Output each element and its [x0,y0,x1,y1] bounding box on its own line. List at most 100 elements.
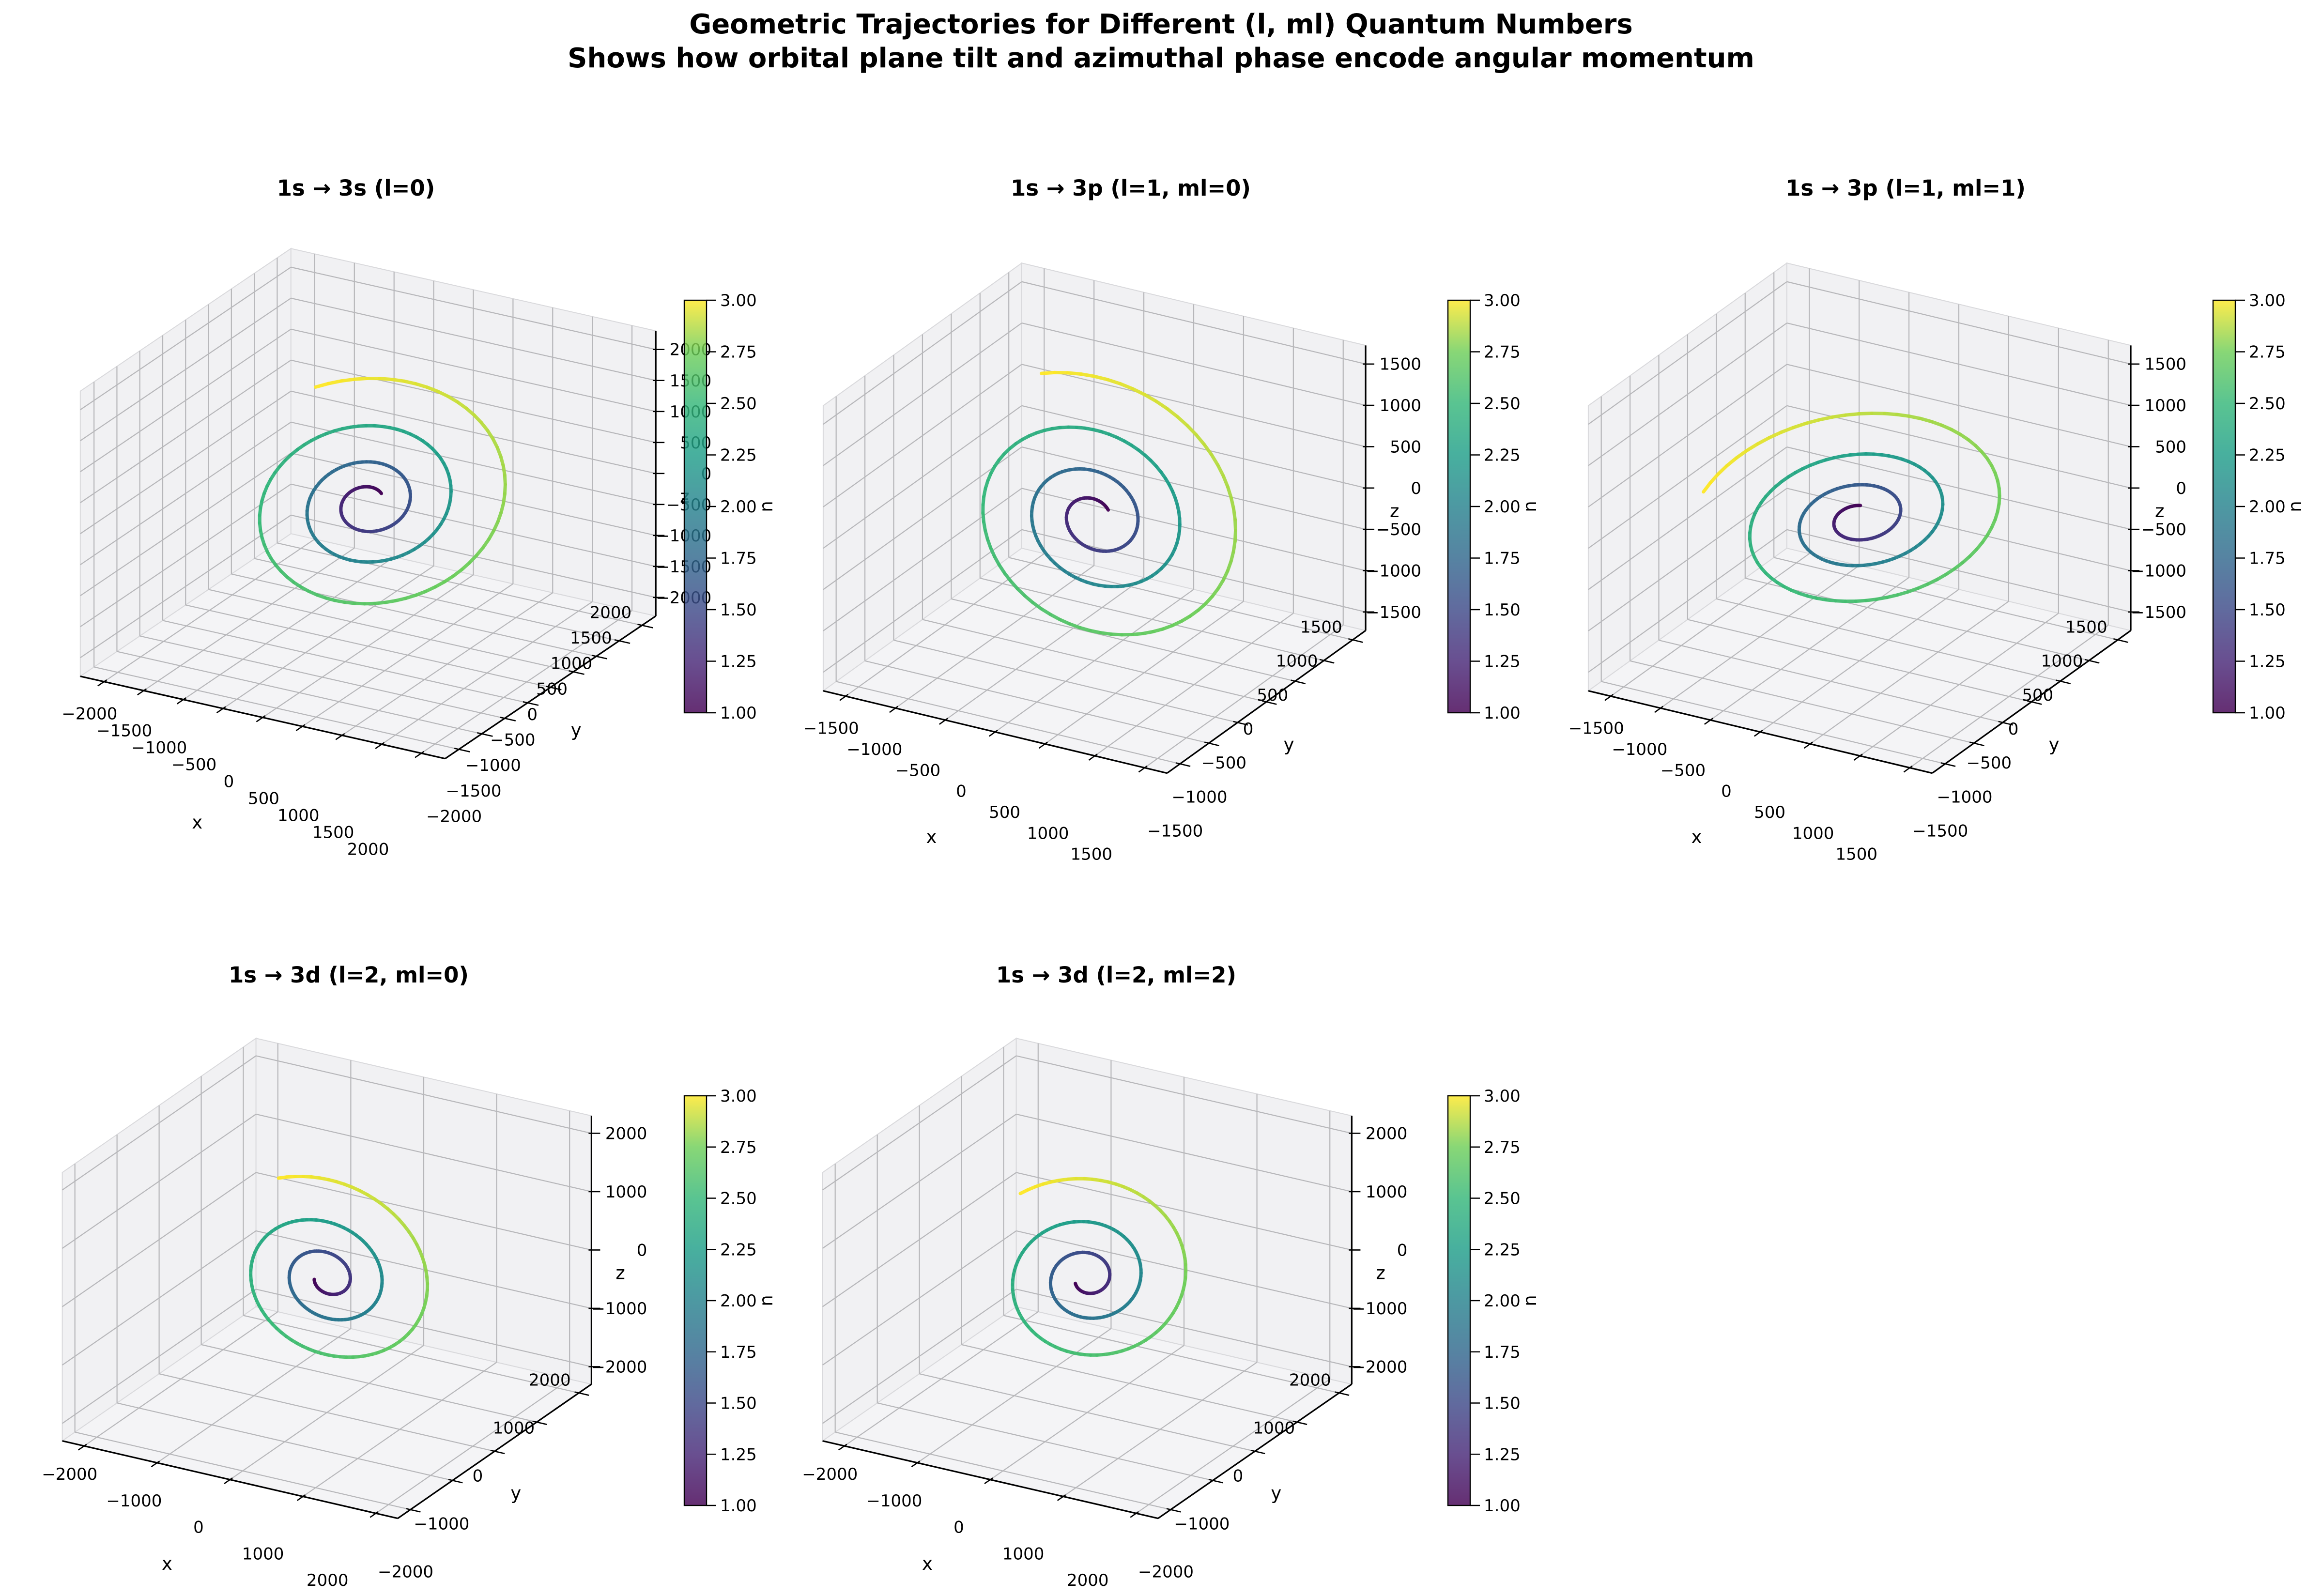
trajectory-segment [1895,413,1911,418]
tick-mark [2027,700,2042,705]
tick-mark [1233,721,1248,726]
z-axis-label: z [1390,501,1399,522]
y-tick-label: 0 [1243,720,1254,739]
colorbar-tick-label: 1.75 [2249,549,2286,568]
colorbar-tick-label: 2.00 [1484,1291,1521,1311]
z-tick-label: −500 [1376,520,1421,539]
trajectory-segment [1929,420,1944,427]
trajectory-segment [1109,632,1124,637]
tick-mark [1903,765,1913,773]
tick-mark [448,1479,463,1484]
grid-line [823,405,1022,549]
trajectory-segment [1088,629,1103,635]
colorbar-tick-label: 1.50 [1484,600,1521,620]
grid-line [80,328,292,473]
y-tick-label: 1500 [2065,617,2107,637]
tick-mark [1348,638,1363,643]
x-axis-label: x [1692,827,1702,847]
trajectory-segment [1767,430,1783,440]
x-axis-label: x [192,812,202,833]
colorbar-tick-label: 2.50 [1484,394,1521,414]
subplot-title-1s-3d-ml0: 1s → 3d (l=2, ml=0) [229,962,469,988]
trajectory-segment [1885,593,1899,599]
trajectory-segment [383,599,398,604]
x-tick-label: 1500 [1070,845,1112,864]
x-tick-label: −500 [171,755,216,775]
grid-line [1773,557,2118,641]
colorbar-label: n [1520,501,1540,512]
trajectory-segment [1202,443,1214,457]
colorbar-label: n [756,1295,777,1306]
trajectory-segment [1755,436,1771,446]
grid-line [1860,613,2059,756]
trajectory-segment [1118,382,1134,391]
grid-line [1016,1172,1352,1251]
tick-mark [614,639,630,644]
trajectory-segment [404,593,418,600]
colorbar-label: n [1520,1295,1540,1306]
grid-line [1716,598,2061,682]
y-tick-label: 2000 [590,603,632,622]
x-tick-label: −1000 [846,740,902,759]
3d-plot-1s-3p-ml1: −1500 −1500 −1500 −1000 −1000 −1000 −500 −500 −5… [1569,262,2186,864]
tick-mark [369,1511,379,1518]
y-tick-label: 1500 [570,629,612,648]
grid-line [1136,1379,1330,1514]
tick-mark [1057,1494,1066,1501]
tick-mark [569,670,584,675]
y-tick-label: −2000 [426,807,482,826]
trajectory-segment [1716,464,1729,476]
z-tick-label: 1000 [1380,396,1422,415]
trajectory-segment [1066,371,1083,376]
x-tick-label: −500 [1661,761,1706,780]
y-tick-label: −1000 [1172,787,1228,807]
colorbar-tick-label: 2.25 [1484,1240,1521,1259]
grid-line [822,1055,1017,1191]
colorbar-tick-label: 1.25 [1484,1445,1521,1464]
tick-mark [295,724,306,732]
x-tick-label: 0 [193,1518,204,1537]
z-tick-label: 500 [1390,437,1421,457]
grid-line [1021,322,1366,406]
3d-plot-1s-3d-ml2: −2000 −2000 −2000 −1000 −1000 −1000 0 0 0 1000 100… [802,1037,1407,1590]
trajectory-segment [326,379,343,385]
z-tick-label: 0 [1411,479,1421,498]
grid-line [302,1362,497,1497]
tick-mark [1853,753,1863,761]
colorbar-tick-label: 3.00 [1484,1087,1521,1106]
tick-mark [477,732,493,737]
grid-line [291,359,656,443]
grid-line [208,589,574,673]
grid-line [1810,600,2009,745]
tick-mark [78,1443,87,1451]
tick-mark [2056,679,2071,685]
figure-title: Geometric Trajectories for Different (l,… [0,8,2322,76]
trajectory-segment [1725,456,1738,468]
z-axis-label: z [615,1262,625,1283]
z-tick-label: −1000 [591,1299,647,1319]
trajectory-segment [424,585,437,593]
grid-line [291,266,656,350]
colorbar-n-1: 3.00 2.75 2.50 2.25 2.00 1.75 1.50 1.25 1.00 n [683,291,777,723]
y-tick-label: −1500 [1912,821,1968,841]
trajectory-segment [414,589,428,597]
trajectory-segment [1048,613,1062,621]
z-tick-label: 0 [2176,479,2186,498]
colorbar-tick-label: 1.25 [720,1445,757,1464]
tick-mark [224,1477,233,1485]
x-tick-label: 0 [1721,782,1732,801]
z-tick-label: 1500 [1380,355,1422,374]
tick-mark [939,718,948,725]
x-tick-label: 2000 [1067,1571,1109,1590]
z-tick-label: −2000 [1352,1357,1407,1377]
colorbar-tick-label: 2.75 [720,343,757,362]
colorbar-tick-label: 1.00 [1484,1496,1521,1516]
trajectory-segment [1817,415,1834,422]
grid-line [381,601,593,745]
grid-line [1021,405,1366,489]
subplot-title-1s-3p-ml0: 1s → 3p (l=1, ml=0) [1011,175,1251,201]
grid-line [951,598,1295,682]
x-tick-label: 2000 [347,840,389,859]
colorbar-tick-label: 1.25 [1484,652,1521,672]
tick-mark [137,688,147,696]
